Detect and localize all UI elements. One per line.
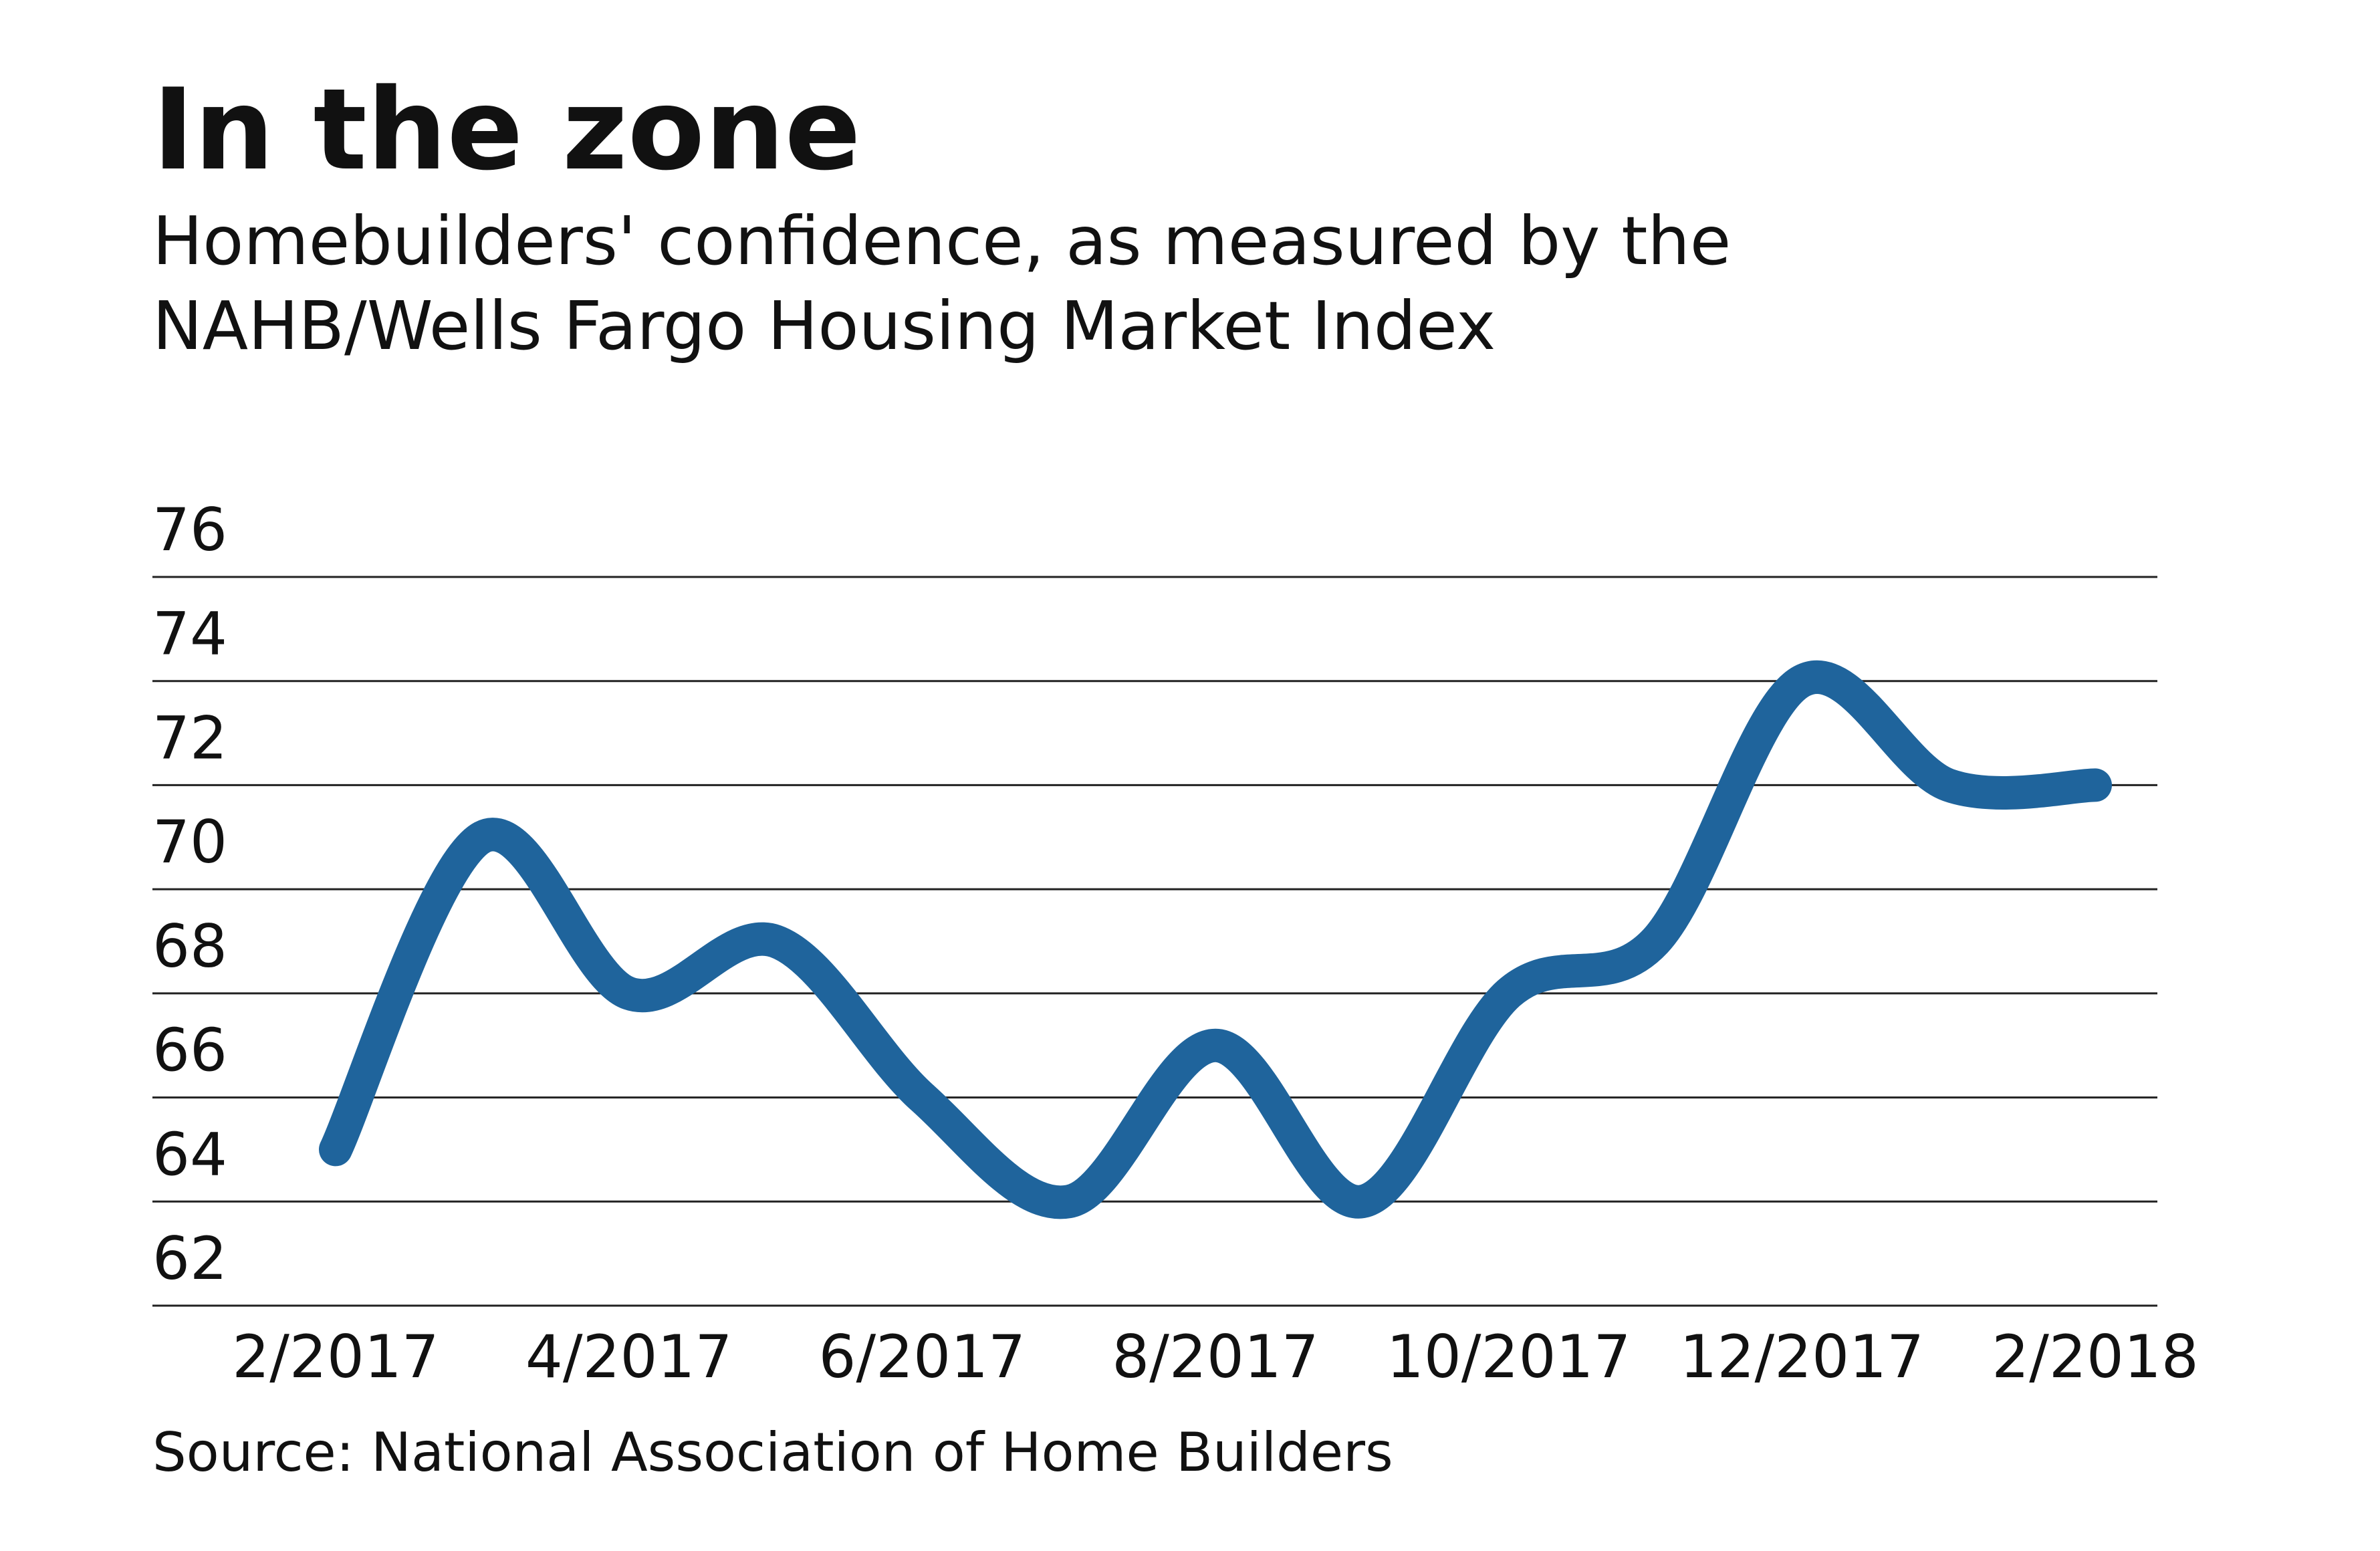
chart-subtitle: NAHB/Wells Fargo Housing Market Index [152, 287, 1496, 365]
data-line [319, 661, 2112, 1219]
y-tick-label: 72 [152, 703, 227, 772]
x-tick-label: 2/2018 [1992, 1322, 2199, 1391]
y-tick-label: 66 [152, 1016, 227, 1085]
y-tick-label: 68 [152, 912, 227, 981]
x-tick-label: 6/2017 [819, 1322, 1026, 1391]
chart-title: In the zone [152, 64, 861, 195]
y-tick-label: 70 [152, 808, 227, 876]
chart-subtitle: Homebuilders' confidence, as measured by… [152, 202, 1731, 280]
x-tick-label: 12/2017 [1680, 1322, 1925, 1391]
y-tick-label: 74 [152, 600, 227, 669]
y-tick-label: 64 [152, 1120, 227, 1189]
x-tick-label: 4/2017 [525, 1322, 733, 1391]
source: Source: National Association of Home Bui… [152, 1421, 1393, 1483]
x-tick-label: 8/2017 [1112, 1322, 1319, 1391]
y-tick-label: 76 [152, 495, 227, 564]
y-tick-label: 62 [152, 1224, 227, 1293]
x-tick-label: 10/2017 [1387, 1322, 1631, 1391]
x-tick-label: 2/2017 [232, 1322, 439, 1391]
